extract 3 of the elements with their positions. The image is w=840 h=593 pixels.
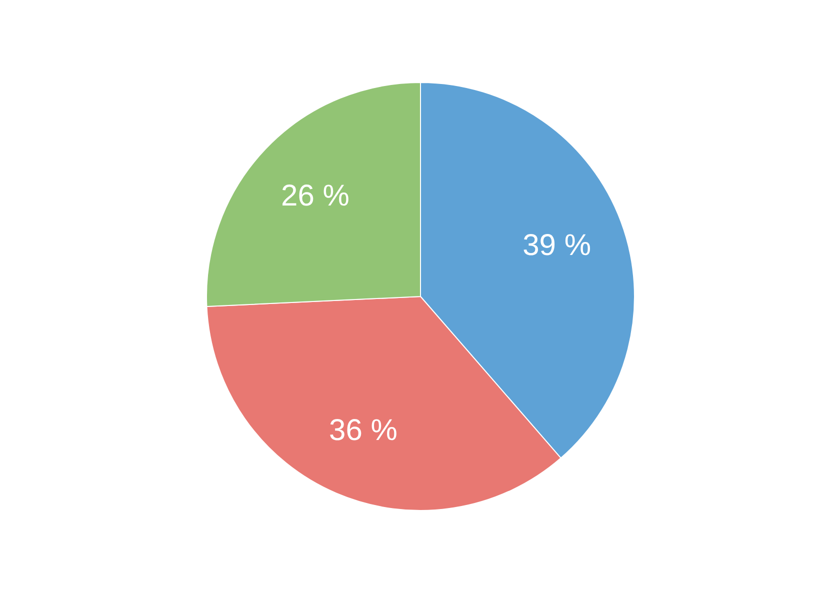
data-label: 26 % [281, 180, 350, 213]
data-label: 36 % [329, 414, 398, 447]
data-label: 39 % [522, 229, 592, 262]
